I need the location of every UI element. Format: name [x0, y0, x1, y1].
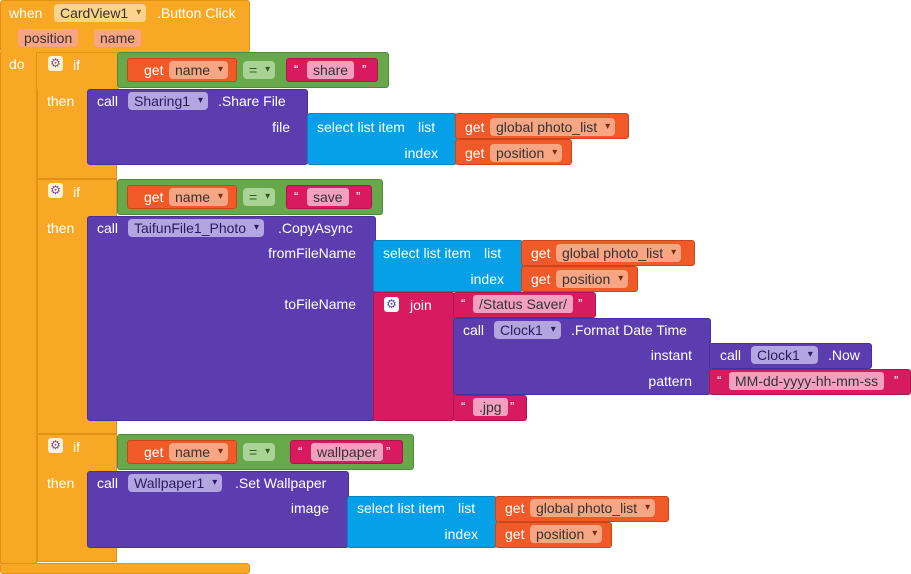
- then-label: then: [47, 93, 75, 109]
- param-name[interactable]: name: [94, 29, 142, 47]
- gear-icon[interactable]: ⚙: [384, 297, 399, 312]
- var-name-dropdown[interactable]: name: [169, 188, 229, 206]
- quote-close: ”: [510, 399, 515, 414]
- string-value[interactable]: MM-dd-yyyy-hh-mm-ss: [729, 372, 885, 390]
- quote-close: ”: [362, 62, 367, 77]
- when-label: when: [9, 5, 43, 21]
- sharing-component-dropdown[interactable]: Sharing1: [128, 92, 209, 110]
- to-file-name-label: toFileName: [284, 296, 356, 312]
- if-label: if: [73, 439, 80, 455]
- compare-op-dropdown[interactable]: =: [243, 443, 276, 461]
- var-name-dropdown[interactable]: name: [169, 61, 229, 79]
- if-label: if: [73, 184, 80, 200]
- from-file-name-label: fromFileName: [268, 245, 356, 261]
- method-label: .Format Date Time: [571, 322, 687, 338]
- position-dropdown[interactable]: position: [530, 525, 603, 543]
- event-block-footer: [0, 563, 250, 574]
- do-label: do: [9, 56, 25, 72]
- quote-close: ”: [356, 189, 361, 204]
- compare-op-dropdown[interactable]: =: [243, 188, 276, 206]
- select-list-item-block[interactable]: [347, 496, 497, 548]
- compare-op-dropdown[interactable]: =: [243, 61, 276, 79]
- quote-open: “: [461, 296, 466, 311]
- call-label: call: [720, 347, 742, 363]
- method-label: .CopyAsync: [278, 220, 353, 236]
- get-label: get: [531, 271, 551, 287]
- string-value[interactable]: .jpg: [473, 398, 508, 416]
- event-do-rail: [0, 52, 37, 564]
- get-label: get: [144, 189, 164, 205]
- quote-open: “: [717, 373, 722, 388]
- quote-close: ”: [386, 444, 391, 459]
- pattern-label: pattern: [648, 373, 692, 389]
- select-list-item-label: select list item: [317, 119, 405, 135]
- get-label: get: [505, 526, 525, 542]
- index-label: index: [404, 145, 438, 161]
- instant-label: instant: [650, 347, 692, 363]
- get-label: get: [465, 145, 485, 161]
- position-dropdown[interactable]: position: [556, 270, 629, 288]
- get-label: get: [465, 119, 485, 135]
- file-arg-label: file: [272, 119, 290, 135]
- quote-open: “: [294, 62, 299, 77]
- join-label: join: [410, 297, 432, 313]
- get-label: get: [144, 62, 164, 78]
- image-arg-label: image: [290, 500, 329, 516]
- list-label: list: [484, 245, 502, 261]
- get-label: get: [505, 500, 525, 516]
- string-value[interactable]: save: [307, 188, 349, 206]
- get-label: get: [531, 245, 551, 261]
- var-name-dropdown[interactable]: name: [169, 443, 229, 461]
- then-label: then: [47, 475, 75, 491]
- photo-list-dropdown[interactable]: global photo_list: [530, 499, 656, 517]
- method-label: .Set Wallpaper: [235, 475, 327, 491]
- select-list-item-block[interactable]: [373, 240, 523, 292]
- clock-component-dropdown[interactable]: Clock1: [494, 321, 561, 339]
- call-label: call: [97, 93, 119, 109]
- call-label: call: [97, 475, 119, 491]
- string-value[interactable]: wallpaper: [311, 443, 383, 461]
- quote-open: “: [294, 189, 299, 204]
- gear-icon[interactable]: ⚙: [48, 438, 63, 453]
- event-component-dropdown[interactable]: CardView1: [54, 4, 147, 22]
- param-position[interactable]: position: [18, 29, 79, 47]
- index-label: index: [470, 271, 504, 287]
- string-value[interactable]: /Status Saver/: [473, 295, 573, 313]
- position-dropdown[interactable]: position: [490, 144, 563, 162]
- quote-close: ”: [894, 373, 899, 388]
- list-label: list: [418, 119, 436, 135]
- clock-now-dropdown[interactable]: Clock1: [751, 346, 818, 364]
- share-file-block[interactable]: [87, 89, 308, 165]
- taifun-component-dropdown[interactable]: TaifunFile1_Photo: [128, 219, 265, 237]
- wallpaper-component-dropdown[interactable]: Wallpaper1: [128, 474, 223, 492]
- call-label: call: [97, 220, 119, 236]
- copy-async-block[interactable]: [87, 216, 376, 421]
- photo-list-dropdown[interactable]: global photo_list: [556, 244, 682, 262]
- quote-open: “: [461, 399, 466, 414]
- quote-open: “: [298, 444, 303, 459]
- event-name-label: .Button Click: [157, 5, 236, 21]
- select-list-item-label: select list item: [357, 500, 445, 516]
- select-list-item-block[interactable]: [307, 113, 457, 165]
- index-label: index: [444, 526, 478, 542]
- string-value[interactable]: share: [307, 61, 355, 79]
- quote-close: ”: [578, 296, 583, 311]
- photo-list-dropdown[interactable]: global photo_list: [490, 118, 616, 136]
- then-label: then: [47, 220, 75, 236]
- select-list-item-label: select list item: [383, 245, 471, 261]
- method-label: .Now: [828, 347, 860, 363]
- method-label: .Share File: [218, 93, 286, 109]
- call-label: call: [463, 322, 485, 338]
- string-block-jpg[interactable]: [453, 395, 527, 421]
- get-label: get: [144, 444, 164, 460]
- gear-icon[interactable]: ⚙: [48, 183, 63, 198]
- if-label: if: [73, 57, 80, 73]
- join-block[interactable]: [373, 292, 455, 421]
- gear-icon[interactable]: ⚙: [48, 56, 63, 71]
- list-label: list: [458, 500, 476, 516]
